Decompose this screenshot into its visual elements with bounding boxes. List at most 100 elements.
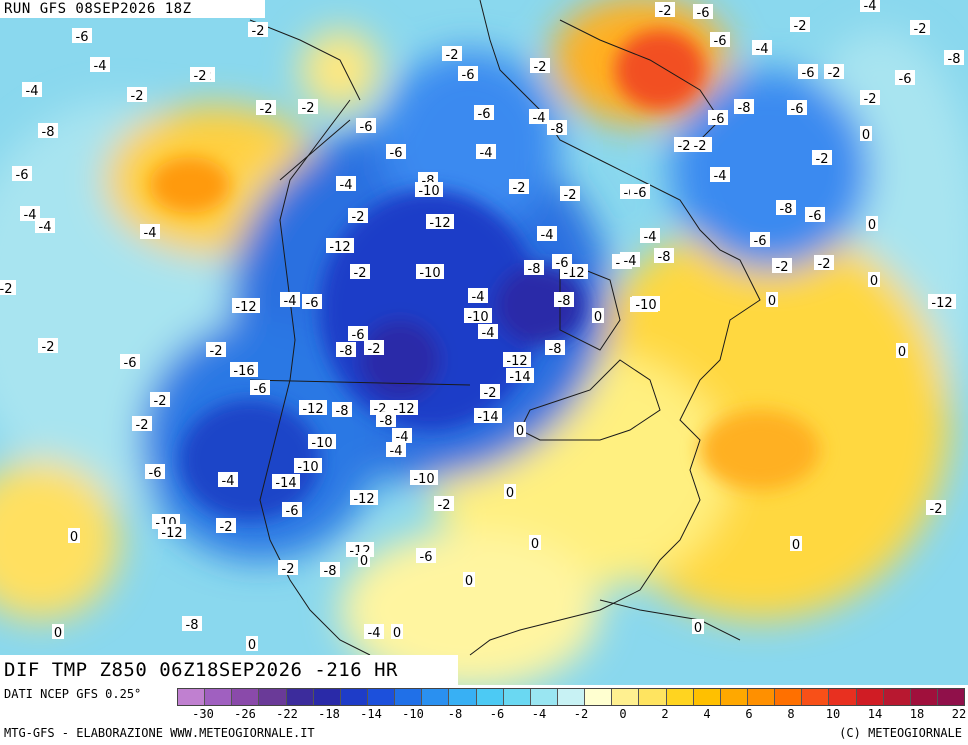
legend-swatch xyxy=(449,689,477,705)
map-value-label: -2 xyxy=(282,562,295,577)
map-value-label-bg xyxy=(22,82,42,97)
map-value-label-bg xyxy=(442,46,462,61)
map-value-label: -10 xyxy=(467,310,488,325)
map-value-label-bg xyxy=(182,616,202,631)
map-value-label-bg xyxy=(150,392,170,407)
legend-swatch xyxy=(585,689,613,705)
map-value-label-bg xyxy=(250,380,270,395)
map-value-label: -2 xyxy=(816,152,829,167)
map-value-label: -10 xyxy=(635,298,656,313)
map-value-label-bg xyxy=(336,342,356,357)
map-value-label-bg xyxy=(350,264,370,279)
map-value-label-bg xyxy=(216,518,236,533)
map-value-label: -4 xyxy=(533,111,546,126)
map-value-label: -6 xyxy=(899,72,912,87)
legend-swatch xyxy=(286,689,314,705)
map-value-label: -10 xyxy=(297,460,318,475)
data-source: DATI NCEP GFS 0.25° xyxy=(4,687,142,701)
map-value-label: -6 xyxy=(754,234,767,249)
map-value-label: -12 xyxy=(329,240,350,255)
map-value-label-bg xyxy=(866,216,878,231)
map-value-label-bg xyxy=(814,255,834,270)
map-value-label: 0 xyxy=(594,310,602,325)
legend-swatch xyxy=(856,689,884,705)
legend-swatch xyxy=(395,689,423,705)
map-value-label: -2 xyxy=(564,188,577,203)
map-value-label-bg xyxy=(38,338,58,353)
map-value-label-bg xyxy=(554,292,574,307)
legend-swatch xyxy=(259,689,287,705)
map-value-label-bg xyxy=(158,524,186,539)
map-value-label-bg xyxy=(860,0,880,12)
map-value-label: -6 xyxy=(714,34,727,49)
map-value-label-bg xyxy=(798,64,818,79)
map-value-label-bg xyxy=(529,535,541,550)
legend-swatch xyxy=(747,689,776,705)
map-value-label-bg xyxy=(218,472,238,487)
map-value-label: -14 xyxy=(509,370,530,385)
map-value-label-bg xyxy=(206,342,226,357)
map-value-label: -2 xyxy=(210,344,223,359)
map-value-label: -2 xyxy=(818,257,831,272)
map-value-label-bg xyxy=(332,402,352,417)
map-value-label-bg xyxy=(503,352,531,367)
legend-tick-label: -2 xyxy=(573,707,589,721)
map-value-label-bg xyxy=(434,496,454,511)
map-value-label: -6 xyxy=(420,550,433,565)
map-value-label-bg xyxy=(693,4,713,19)
legend-tick-label: -4 xyxy=(531,707,547,721)
map-value-label: -4 xyxy=(24,208,37,223)
map-value-label: -12 xyxy=(302,402,323,417)
map-value-label-bg xyxy=(336,176,356,191)
legend-tick-label: 18 xyxy=(909,707,925,721)
map-value-label-bg xyxy=(272,474,300,489)
legend-swatch xyxy=(910,689,938,705)
field-title: DIF TMP Z850 06Z18SEP2026 -216 HR xyxy=(0,655,458,685)
map-value-label-bg xyxy=(386,144,406,159)
map-value-label-bg xyxy=(326,238,354,253)
map-value-label: -6 xyxy=(462,68,475,83)
map-value-label-bg xyxy=(90,57,110,72)
map-value-label-bg xyxy=(474,408,502,423)
map-value-label-bg xyxy=(868,272,880,287)
map-value-label-bg xyxy=(416,264,444,279)
map-value-label: -2 xyxy=(828,66,841,81)
map-value-label: -2 xyxy=(930,502,943,517)
map-value-label: -4 xyxy=(39,220,52,235)
legend-tick-label: -30 xyxy=(192,707,214,721)
map-value-label-bg xyxy=(545,340,565,355)
color-legend-bar xyxy=(177,688,965,706)
map-value-label: -8 xyxy=(948,52,961,67)
map-value-label: 0 xyxy=(768,294,776,309)
map-value-label: -6 xyxy=(712,112,725,127)
credit-left: MTG-GFS - ELABORAZIONE WWW.METEOGIORNALE… xyxy=(4,726,315,740)
map-value-label-bg xyxy=(320,562,340,577)
map-value-label: -2 xyxy=(194,69,207,84)
map-value-label-bg xyxy=(52,624,64,639)
map-value-label-bg xyxy=(547,120,567,135)
map-value-label-bg xyxy=(391,624,403,639)
map-value-label-bg xyxy=(504,484,516,499)
map-value-label-bg xyxy=(280,292,300,307)
map-value-label: -4 xyxy=(644,230,657,245)
map-value-label: -2 xyxy=(694,139,707,154)
map-value-label-bg xyxy=(750,232,770,247)
map-value-label-bg xyxy=(392,428,412,443)
map-value-label-bg xyxy=(530,58,550,73)
map-value-label: -2 xyxy=(352,210,365,225)
map-value-label: -2 xyxy=(794,19,807,34)
map-value-label: -8 xyxy=(324,564,337,579)
map-value-label: -4 xyxy=(482,326,495,341)
map-value-label-bg xyxy=(674,137,694,152)
map-value-label-bg xyxy=(474,105,494,120)
map-value-label: -4 xyxy=(756,42,769,57)
map-value-label-bg xyxy=(190,67,210,82)
map-value-label-bg xyxy=(416,548,436,563)
map-value-label-bg xyxy=(692,619,704,634)
map-value-label-bg xyxy=(298,99,318,114)
map-value-label: 0 xyxy=(393,626,401,641)
map-value-label: -2 xyxy=(136,418,149,433)
map-value-label: -4 xyxy=(864,0,877,14)
legend-swatch xyxy=(937,689,965,705)
legend-tick-label: -22 xyxy=(276,707,298,721)
